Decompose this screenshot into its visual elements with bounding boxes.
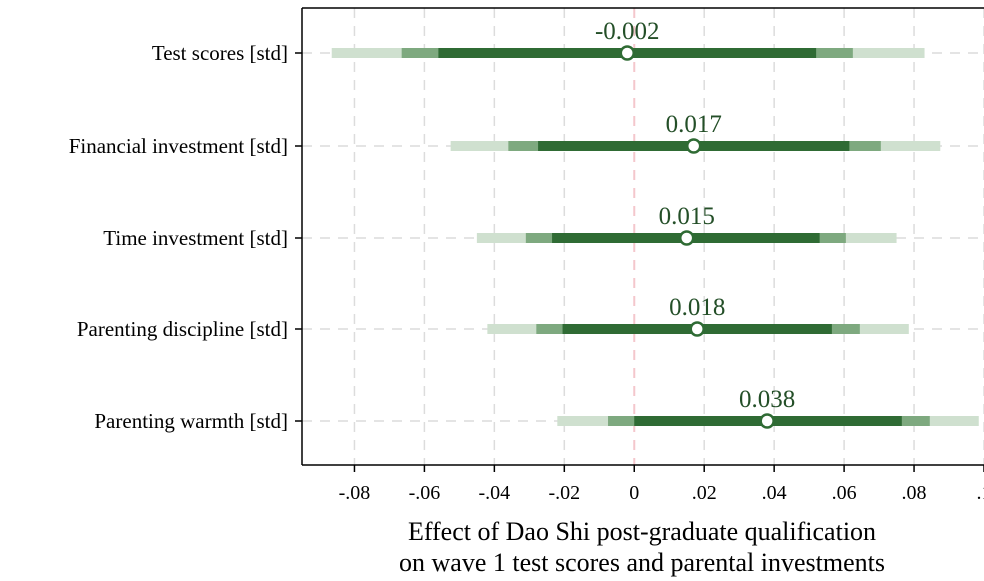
point-estimate-marker [689, 321, 705, 337]
point-estimate-label: 0.038 [739, 386, 795, 413]
x-tick-label: 0 [629, 482, 639, 504]
y-category-label: Test scores [std] [152, 41, 288, 65]
x-tick-label: -.06 [409, 482, 441, 504]
labels-layer: -0.002 0.017 0.015 0.018 0.038 [595, 18, 795, 413]
point-estimate-marker [759, 413, 775, 429]
x-tick-label: .06 [832, 482, 857, 504]
point-estimate-label: -0.002 [595, 18, 660, 45]
axis-layer: -.08 -.06 -.04 -.02 0 .02 .04 .06 .08 .1 Test scor… [69, 7, 984, 504]
x-tick-label: -.08 [339, 482, 371, 504]
point-estimate-label: 0.015 [659, 203, 715, 230]
x-tick-label: .08 [902, 482, 927, 504]
y-category-label: Time investment [std] [103, 226, 288, 250]
y-category-label: Parenting discipline [std] [77, 317, 288, 341]
x-tick-label: .1 [977, 482, 984, 504]
point-estimate-marker [619, 45, 636, 61]
point-estimate-label: 0.017 [666, 111, 722, 138]
x-tick-label: .04 [762, 482, 787, 504]
point-estimate-marker [685, 138, 702, 154]
point-estimate-marker [678, 230, 695, 246]
x-tick-label: -.04 [479, 482, 511, 504]
x-axis-title-line-2: on wave 1 test scores and parental inves… [399, 548, 885, 577]
point-estimate-label: 0.018 [669, 294, 725, 321]
confidence-intervals-layer [331, 45, 979, 429]
x-axis-title-line-1: Effect of Dao Shi post-graduate qualific… [408, 517, 876, 546]
y-category-label: Parenting warmth [std] [94, 409, 288, 433]
y-category-label: Financial investment [std] [69, 134, 288, 158]
x-tick-label: -.02 [548, 482, 580, 504]
x-tick-label: .02 [692, 482, 717, 504]
